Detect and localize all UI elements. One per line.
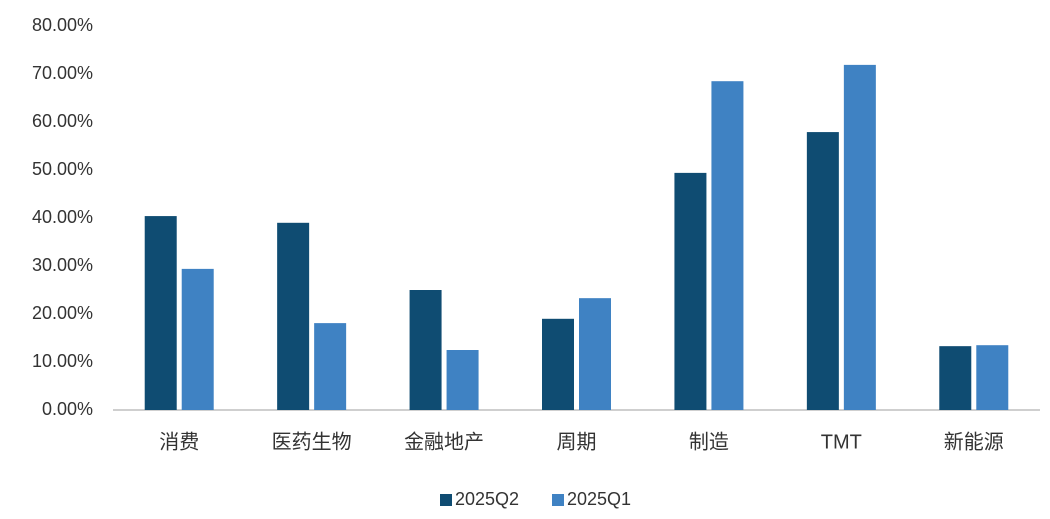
bar	[843, 64, 876, 410]
bar	[976, 345, 1009, 410]
bar	[181, 268, 214, 410]
x-tick-label: 新能源	[944, 430, 1004, 453]
legend-swatch	[440, 494, 452, 506]
bar	[314, 323, 347, 410]
y-tick-label: 20.00%	[32, 303, 93, 323]
x-tick-label: 周期	[557, 431, 597, 453]
bar	[579, 298, 611, 410]
x-tick-label: 医药生物	[272, 430, 352, 453]
bar	[144, 216, 177, 410]
bar	[446, 350, 479, 410]
y-tick-label: 0.00%	[42, 399, 93, 419]
x-tick-label: 金融地产	[404, 430, 484, 453]
y-tick-label: 30.00%	[32, 255, 93, 275]
bar	[939, 346, 972, 410]
y-tick-label: 60.00%	[32, 111, 93, 131]
x-tick-label: 制造	[689, 430, 729, 453]
y-tick-label: 10.00%	[32, 351, 93, 371]
x-tick-label: TMT	[821, 431, 862, 453]
bar	[711, 81, 744, 410]
x-tick-label: 消费	[159, 430, 199, 453]
y-tick-label: 80.00%	[32, 15, 93, 35]
bar	[806, 132, 839, 410]
y-tick-label: 70.00%	[32, 63, 93, 83]
legend-label: 2025Q1	[567, 489, 631, 509]
legend-swatch	[552, 494, 564, 506]
y-tick-label: 40.00%	[32, 207, 93, 227]
legend-label: 2025Q2	[455, 489, 519, 509]
bar	[277, 222, 310, 410]
y-tick-label: 50.00%	[32, 159, 93, 179]
bar	[542, 318, 574, 410]
bar	[674, 172, 707, 410]
bar	[409, 290, 442, 410]
